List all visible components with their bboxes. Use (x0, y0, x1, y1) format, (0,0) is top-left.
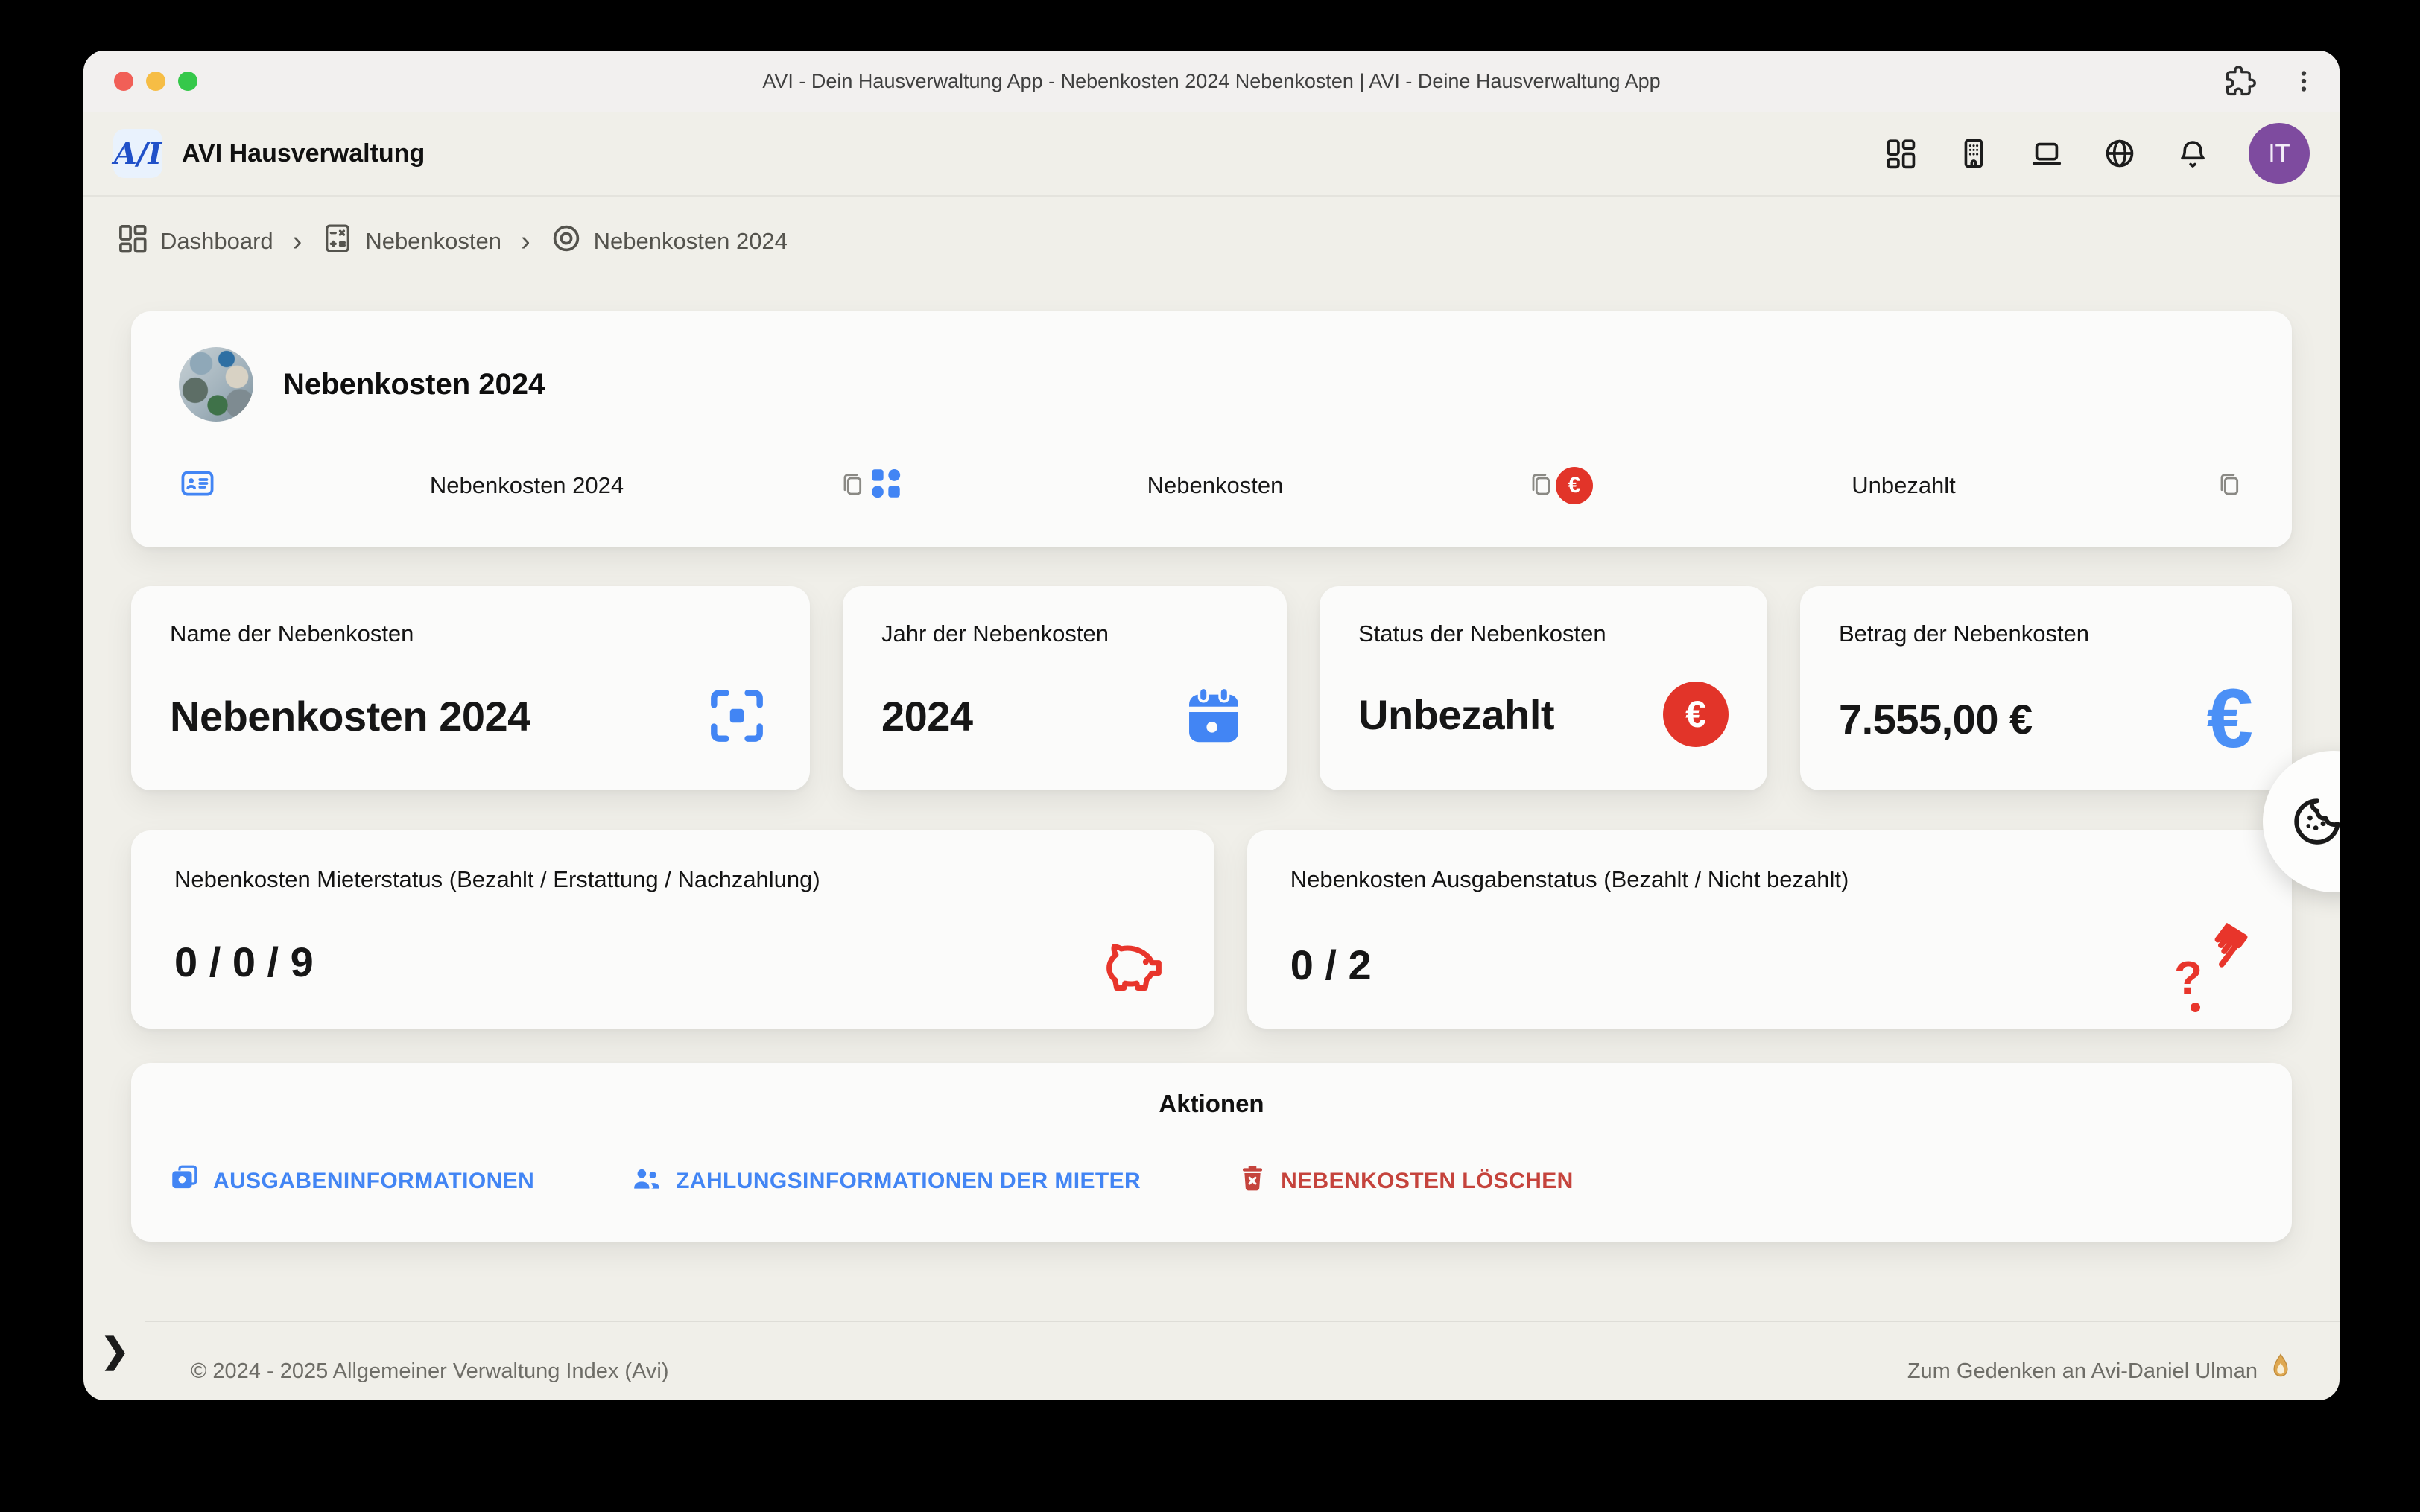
minimize-window-button[interactable] (146, 72, 165, 91)
calendar-icon (1179, 682, 1248, 750)
stat-value: 2024 (881, 692, 973, 740)
field-status-value: Unbezahlt (1852, 471, 1956, 498)
calculator-icon (321, 222, 354, 261)
field-status: € Unbezahlt (1556, 466, 2244, 504)
bell-icon[interactable] (2176, 136, 2210, 171)
copy-icon[interactable] (2214, 468, 2244, 502)
breadcrumb-label: Dashboard (160, 228, 273, 254)
browser-titlebar: AVI - Dein Hausverwaltung App - Nebenkos… (83, 51, 2340, 112)
wallet-icon (168, 1163, 200, 1200)
expense-question-icon: ☛ ? (2168, 906, 2267, 1012)
breadcrumb-label: Nebenkosten (365, 228, 501, 254)
status-card-value: 0 / 0 / 9 (174, 938, 314, 985)
copyright-text: © 2024 - 2025 Allgemeiner Verwaltung Ind… (191, 1359, 669, 1383)
globe-icon[interactable] (2103, 136, 2137, 171)
user-avatar[interactable]: IT (2249, 123, 2310, 184)
field-name: Nebenkosten 2024 (179, 465, 867, 506)
breadcrumb: Dashboard › Nebenkosten › Nebenkosten 20… (83, 197, 2340, 259)
close-window-button[interactable] (114, 72, 133, 91)
footer: © 2024 - 2025 Allgemeiner Verwaltung Ind… (145, 1321, 2340, 1391)
stat-label: Betrag der Nebenkosten (1838, 620, 2090, 647)
chevron-right-icon[interactable]: ❯ (101, 1331, 130, 1370)
euro-icon: € (2206, 672, 2253, 765)
actions-card: Aktionen AUSGABENINFORMATIONEN (131, 1063, 2292, 1242)
badge-icon (179, 465, 216, 506)
stat-label: Name der Nebenkosten (170, 620, 414, 647)
breadcrumb-nebenkosten[interactable]: Nebenkosten (321, 222, 501, 261)
status-card-label: Nebenkosten Mieterstatus (Bezahlt / Erst… (174, 866, 820, 892)
stat-value: Nebenkosten 2024 (170, 692, 530, 740)
action-label: NEBENKOSTEN LÖSCHEN (1281, 1169, 1574, 1193)
piggy-bank-icon (1097, 924, 1171, 999)
nebenkosten-loeschen-button[interactable]: NEBENKOSTEN LÖSCHEN (1238, 1163, 1574, 1199)
breadcrumb-dashboard[interactable]: Dashboard (116, 222, 273, 261)
ausgabeninformationen-button[interactable]: AUSGABENINFORMATIONEN (168, 1163, 534, 1200)
stat-value: 7.555,00 € (1838, 695, 2033, 743)
status-card-label: Nebenkosten Ausgabenstatus (Bezahlt / Ni… (1290, 866, 1849, 892)
chevron-right-icon: › (521, 226, 530, 257)
laptop-icon[interactable] (2030, 136, 2064, 171)
action-label: AUSGABENINFORMATIONEN (213, 1169, 535, 1193)
field-name-value: Nebenkosten 2024 (429, 471, 624, 498)
stat-card-status: Status der Nebenkosten Unbezahlt € (1320, 586, 1767, 790)
stat-label: Jahr der Nebenkosten (881, 620, 1109, 647)
mieterstatus-card: Nebenkosten Mieterstatus (Bezahlt / Erst… (131, 830, 1214, 1029)
stat-card-name: Name der Nebenkosten Nebenkosten 2024 (131, 586, 810, 790)
status-card-value: 0 / 2 (1290, 941, 1372, 988)
copy-icon[interactable] (1526, 468, 1556, 502)
categories-icon (867, 465, 905, 506)
memorial-text: Zum Gedenken an Avi-Daniel Ulman (1907, 1359, 2258, 1383)
view-icon (550, 222, 583, 261)
breadcrumb-nebenkosten-2024[interactable]: Nebenkosten 2024 (550, 222, 788, 261)
breadcrumb-label: Nebenkosten 2024 (593, 228, 788, 254)
extensions-icon[interactable] (2225, 66, 2256, 97)
stat-card-year: Jahr der Nebenkosten 2024 (842, 586, 1287, 790)
dashboard-icon[interactable] (1884, 136, 1918, 171)
people-icon (631, 1163, 662, 1200)
nebenkosten-photo (179, 347, 253, 422)
app-window: AVI - Dein Hausverwaltung App - Nebenkos… (83, 51, 2340, 1400)
stat-label: Status der Nebenkosten (1358, 620, 1606, 647)
dashboard-icon (116, 222, 149, 261)
field-category-value: Nebenkosten (1147, 471, 1284, 498)
euro-circle-icon: € (1662, 682, 1729, 747)
overview-card: Nebenkosten 2024 Nebenkosten 2024 (131, 311, 2292, 547)
app-title: AVI Hausverwaltung (182, 139, 425, 168)
browser-menu-icon[interactable] (2290, 68, 2317, 95)
copy-icon[interactable] (837, 468, 867, 502)
page-title: Nebenkosten 2024 (283, 367, 545, 401)
browser-tab-title: AVI - Dein Hausverwaltung App - Nebenkos… (762, 69, 1661, 92)
app-header: A∕I AVI Hausverwaltung (83, 112, 2340, 197)
stat-value: Unbezahlt (1358, 690, 1555, 738)
app-logo[interactable]: A∕I (113, 129, 162, 178)
stat-card-amount: Betrag der Nebenkosten 7.555,00 € € (1799, 586, 2292, 790)
cookie-icon (2294, 798, 2340, 845)
euro-circle-icon: € (1556, 466, 1593, 504)
action-label: ZAHLUNGSINFORMATIONEN DER MIETER (676, 1169, 1141, 1193)
zoom-window-button[interactable] (178, 72, 197, 91)
candle-icon (2269, 1352, 2292, 1391)
zahlungsinformationen-button[interactable]: ZAHLUNGSINFORMATIONEN DER MIETER (631, 1163, 1141, 1200)
field-category: Nebenkosten (867, 465, 1556, 506)
chevron-right-icon: › (292, 226, 302, 257)
window-controls (114, 72, 197, 91)
ausgabenstatus-card: Nebenkosten Ausgabenstatus (Bezahlt / Ni… (1247, 830, 2292, 1029)
actions-title: Aktionen (1159, 1090, 1264, 1117)
building-icon[interactable] (1957, 136, 1991, 171)
trash-x-icon (1238, 1163, 1267, 1199)
focus-icon (703, 682, 771, 750)
